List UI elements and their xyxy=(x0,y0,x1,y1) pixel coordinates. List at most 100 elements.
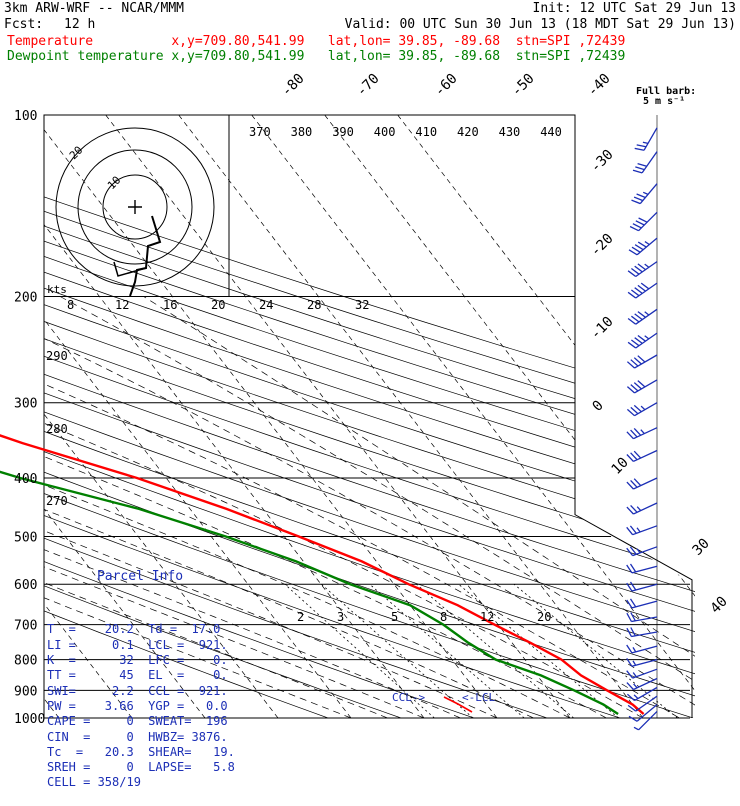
hodograph-speed-tick: 28 xyxy=(307,298,321,312)
wind-barb xyxy=(626,581,658,592)
parcel-info-row: CAPE = 0 SWEAT= 196 xyxy=(47,714,228,729)
hodograph-ring xyxy=(55,127,215,287)
hodograph-ring-label: 10 xyxy=(105,174,124,193)
dry-adiabat xyxy=(44,115,695,718)
dewpoint-legend: Dewpoint temperature x,y=709.80,541.99 l… xyxy=(7,49,626,64)
pressure-label: 1000 xyxy=(14,712,45,727)
wind-barb xyxy=(626,668,658,679)
temperature-legend: Temperature x,y=709.80,541.99 lat,lon= 3… xyxy=(7,34,626,49)
dry-adiabat xyxy=(44,115,402,718)
hodograph-trace-low xyxy=(113,261,147,277)
wind-barb xyxy=(629,211,658,232)
parcel-info-row: SREH = 0 LAPSE= 5.8 xyxy=(47,760,235,775)
theta-label: 270 xyxy=(46,494,68,508)
isotherm-label: -40 xyxy=(585,71,614,100)
barb-legend-value: 5 m s⁻¹ xyxy=(643,96,685,107)
moist-adiabat xyxy=(59,296,695,718)
wind-barb xyxy=(626,449,658,462)
isotherm-label: -10 xyxy=(588,314,617,343)
lcl-marker: <-LCL xyxy=(462,691,495,704)
wind-barb xyxy=(626,402,658,417)
parcel-info-row: SWI= 2.2 CCL = 921. xyxy=(47,683,228,698)
hodograph-speed-tick: 8 xyxy=(67,298,74,312)
isotherm-label: 30 xyxy=(690,536,713,559)
pressure-label: 800 xyxy=(14,654,37,669)
dry-adiabat xyxy=(44,115,695,718)
dry-adiabat xyxy=(44,115,695,718)
theta-e-label: 410 xyxy=(415,125,437,139)
wind-barb xyxy=(626,644,658,654)
dry-adiabat xyxy=(44,115,695,718)
mixing-ratio-label: 12 xyxy=(480,610,494,624)
wind-barb xyxy=(632,151,658,174)
wind-barb xyxy=(626,427,658,440)
parcel-info-panel: Parcel Info T = 20.2 Td = 17.0 LI = 0.1 L… xyxy=(47,538,235,790)
isotherm-line xyxy=(44,115,425,718)
forecast-label: Fcst: xyxy=(4,17,44,32)
dry-adiabat xyxy=(44,115,695,718)
hodograph-ring xyxy=(102,174,168,240)
pressure-label: 500 xyxy=(14,530,37,545)
parcel-info-row: LI = 0.1 LCL = 921. xyxy=(47,637,228,652)
pressure-label: 400 xyxy=(14,472,37,487)
wind-barb xyxy=(626,598,658,609)
hodograph-ring-label: 20 xyxy=(67,144,86,163)
isotherm-label: -60 xyxy=(432,71,461,100)
isotherm-line xyxy=(324,115,695,718)
wind-barb xyxy=(627,332,658,349)
isotherm-label: -20 xyxy=(588,231,617,260)
hodograph-speed-tick: 12 xyxy=(115,298,129,312)
wind-barb xyxy=(627,282,658,299)
wind-barb xyxy=(627,308,658,325)
dewpoint-line xyxy=(0,470,619,716)
moist-adiabat xyxy=(44,296,352,718)
theta-e-label: 420 xyxy=(457,125,479,139)
wind-barb xyxy=(626,612,658,623)
isotherm-line xyxy=(44,115,206,718)
isotherm-label: 40 xyxy=(708,594,731,617)
hodograph-ring xyxy=(77,149,193,265)
pressure-label: 600 xyxy=(14,578,37,593)
theta-label: 290 xyxy=(46,349,68,363)
dry-adiabat xyxy=(44,115,695,718)
dry-adiabat xyxy=(44,115,695,718)
theta-e-label: 380 xyxy=(291,125,313,139)
isotherm-line xyxy=(44,115,133,718)
forecast-hour: 12 h xyxy=(64,17,96,32)
theta-label: 280 xyxy=(46,422,68,436)
parcel-info-row: CELL = 358/19 xyxy=(47,775,141,790)
dry-adiabat xyxy=(44,115,695,718)
wind-barb xyxy=(626,563,658,574)
wind-barb xyxy=(631,183,658,205)
isotherm-label: -70 xyxy=(354,71,383,100)
isotherm-line xyxy=(44,115,352,718)
isotherm-line xyxy=(178,115,644,718)
model-title: 3km ARW-WRF -- NCAR/MMM xyxy=(4,1,185,16)
mixing-ratio-label: 5 xyxy=(391,610,398,624)
dry-adiabat xyxy=(44,115,475,718)
wind-barb xyxy=(626,627,658,638)
isotherm-label: -30 xyxy=(588,147,617,176)
parcel-info-row: CIN = 0 HWBZ= 3876. xyxy=(47,729,228,744)
hodograph-speed-tick: 32 xyxy=(355,298,369,312)
dry-adiabat xyxy=(44,115,694,718)
isotherm-label: -80 xyxy=(279,71,308,100)
wind-barb xyxy=(626,677,658,691)
hodograph-speed-tick: 24 xyxy=(259,298,273,312)
mixing-ratio-label: 20 xyxy=(537,610,551,624)
isotherm-line xyxy=(105,115,571,718)
wind-barb xyxy=(626,502,658,515)
dry-adiabat xyxy=(44,115,695,718)
isotherm-line xyxy=(44,115,498,718)
dry-adiabat xyxy=(44,115,695,718)
wind-barb xyxy=(628,237,658,256)
dry-adiabat xyxy=(44,115,695,718)
pressure-label: 100 xyxy=(14,109,37,124)
moist-adiabat xyxy=(44,296,461,718)
wind-barb xyxy=(626,477,658,490)
mixing-ratio-label: 8 xyxy=(440,610,447,624)
pressure-label: 200 xyxy=(14,291,37,306)
parcel-info-row: T = 20.2 Td = 17.0 xyxy=(47,622,221,637)
theta-e-label: 440 xyxy=(540,125,562,139)
